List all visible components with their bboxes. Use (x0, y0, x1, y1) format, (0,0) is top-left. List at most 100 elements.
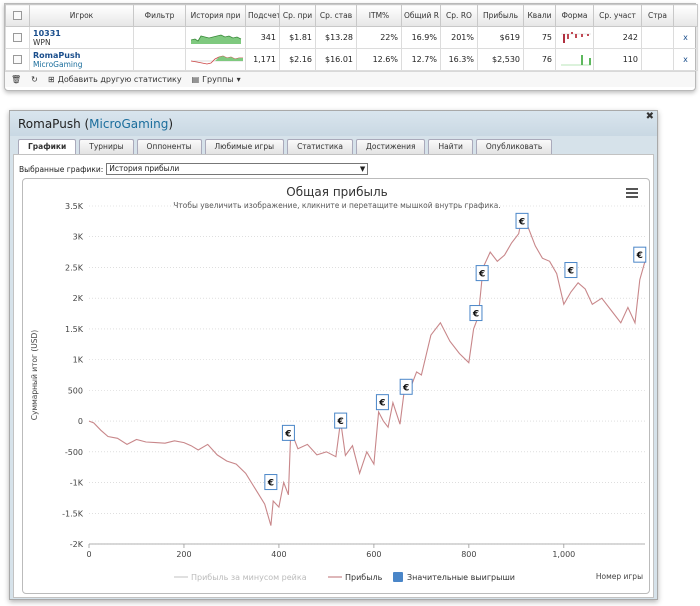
tab-statistics[interactable]: Статистика (287, 139, 353, 154)
avg-profit-cell: $1.81 (279, 26, 316, 49)
avg-roi-cell: 201% (440, 26, 478, 49)
chart-select[interactable]: История прибыли ▼ (106, 163, 369, 175)
y-tick-label: 2K (73, 294, 84, 303)
refresh-icon[interactable]: ↻ (31, 75, 38, 84)
col-avg-profit[interactable]: Ср. при (279, 4, 316, 27)
filter-cell[interactable] (133, 48, 186, 71)
panel-tabs: Графики Турниры Оппоненты Любимые игры С… (18, 139, 553, 155)
player-site: MicroGaming (33, 59, 83, 69)
col-total-roi[interactable]: Общий R (401, 4, 441, 27)
big-win-marker (633, 246, 647, 263)
chart-subtitle: Чтобы увеличить изображение, кликните и … (173, 201, 501, 210)
y-tick-label: 1.5K (65, 325, 84, 334)
big-win-marker (399, 378, 413, 395)
tab-achievements[interactable]: Достижения (356, 139, 426, 154)
y-tick-label: -500 (65, 448, 83, 457)
col-itm[interactable]: ITM% (356, 4, 402, 27)
col-avg-entrants[interactable]: Ср. участ (593, 4, 642, 27)
form-sparkline (555, 48, 594, 71)
col-form[interactable]: Форма (555, 4, 594, 27)
history-sparkline (185, 26, 246, 49)
remove-row-button[interactable]: x (673, 48, 698, 71)
x-tick-label: 0 (86, 550, 91, 559)
groups-button[interactable]: ▤ Группы ▾ (192, 75, 241, 84)
chart-title: Общая прибыль (286, 185, 387, 199)
chart-container[interactable]: Общая прибыль Чтобы увеличить изображение… (22, 178, 650, 594)
page-cell (641, 48, 674, 71)
y-axis-label: Суммарный итог (USD) (30, 330, 39, 421)
panel-site-link[interactable]: MicroGaming (89, 117, 169, 131)
history-sparkline (185, 48, 246, 71)
player-name[interactable]: RomaPush (33, 50, 81, 60)
select-all-checkbox[interactable] (5, 4, 30, 27)
col-player[interactable]: Игрок (29, 4, 134, 27)
tab-tournaments[interactable]: Турниры (79, 139, 134, 154)
stats-panel: Игрок Фильтр История при Подсчет Ср. при… (4, 3, 698, 91)
player-site: WPN (33, 37, 51, 47)
tab-content: Выбранные графики: История прибыли ▼ Обща… (13, 154, 654, 598)
big-win-marker (515, 212, 529, 229)
filter-cell[interactable] (133, 26, 186, 49)
big-win-marker (564, 262, 578, 279)
col-avg-roi[interactable]: Ср. RO (440, 4, 478, 27)
col-page[interactable]: Стра (641, 4, 674, 27)
itm-cell: 22% (356, 26, 402, 49)
avg-stake-cell: $16.01 (315, 48, 357, 71)
player-cell[interactable]: 10331 WPN (29, 26, 134, 49)
player-cell[interactable]: RomaPush MicroGaming (29, 48, 134, 71)
big-win-label: € (267, 479, 274, 489)
chart-selector-label: Выбранные графики: (19, 164, 104, 174)
y-tick-label: 0 (78, 417, 83, 426)
table-row: RomaPush MicroGaming 1,171 $2.16 $16.01 … (5, 48, 698, 71)
count-cell: 341 (245, 26, 280, 49)
add-stat-button[interactable]: ⊞ Добавить другую статистику (48, 75, 182, 84)
tab-charts[interactable]: Графики (18, 139, 77, 155)
groups-icon: ▤ (191, 75, 200, 84)
player-name[interactable]: 10331 (33, 28, 61, 38)
col-filter[interactable]: Фильтр (133, 4, 186, 27)
y-tick-label: 3.5K (65, 202, 84, 211)
avg-profit-cell: $2.16 (279, 48, 316, 71)
tab-favorite-games[interactable]: Любимые игры (204, 139, 285, 154)
row-checkbox[interactable] (5, 26, 30, 49)
y-tick-label: -1K (70, 479, 84, 488)
avg-roi-cell: 16.3% (440, 48, 478, 71)
menu-icon[interactable] (626, 188, 638, 198)
tab-publish[interactable]: Опубликовать (475, 139, 553, 154)
x-tick-label: 400 (271, 550, 286, 559)
big-win-marker (281, 424, 295, 441)
tab-opponents[interactable]: Оппоненты (136, 139, 202, 154)
big-win-marker (334, 412, 348, 429)
form-sparkline (555, 26, 594, 49)
groups-label: Группы (202, 75, 234, 84)
chevron-down-icon: ▼ (359, 165, 366, 173)
y-tick-label: 1K (73, 356, 84, 365)
x-tick-label: 800 (461, 550, 476, 559)
big-win-label: € (636, 251, 643, 261)
page-cell (641, 26, 674, 49)
chart-select-value: История прибыли (109, 164, 180, 173)
panel-title: RomaPush (MicroGaming) (10, 111, 657, 136)
col-profit[interactable]: Прибыль (477, 4, 524, 27)
col-count[interactable]: Подсчет (245, 4, 280, 27)
big-win-label: € (567, 267, 574, 277)
row-checkbox[interactable] (5, 48, 30, 71)
col-quality[interactable]: Квали (523, 4, 556, 27)
chevron-down-icon: ▾ (236, 75, 241, 84)
close-icon[interactable]: ✖ (645, 111, 654, 122)
quality-cell: 76 (523, 48, 556, 71)
trash-icon[interactable]: 🗑 (11, 75, 22, 84)
col-history[interactable]: История при (185, 4, 246, 27)
big-win-label: € (472, 310, 479, 320)
legend-bigwins-icon (393, 572, 403, 582)
col-avg-stake[interactable]: Ср. став (315, 4, 357, 27)
itm-cell: 12.6% (356, 48, 402, 71)
big-win-label: € (284, 429, 291, 439)
table-toolbar: 🗑 ↻ ⊞ Добавить другую статистику ▤ Группы ▾ (5, 71, 695, 87)
remove-row-button[interactable]: x (673, 26, 698, 49)
menu-icon-bar (626, 196, 638, 198)
big-win-marker (475, 265, 489, 282)
profit-chart[interactable]: Общая прибыль Чтобы увеличить изображение… (23, 179, 651, 595)
y-tick-label: 500 (68, 386, 83, 395)
tab-find[interactable]: Найти (428, 139, 473, 154)
